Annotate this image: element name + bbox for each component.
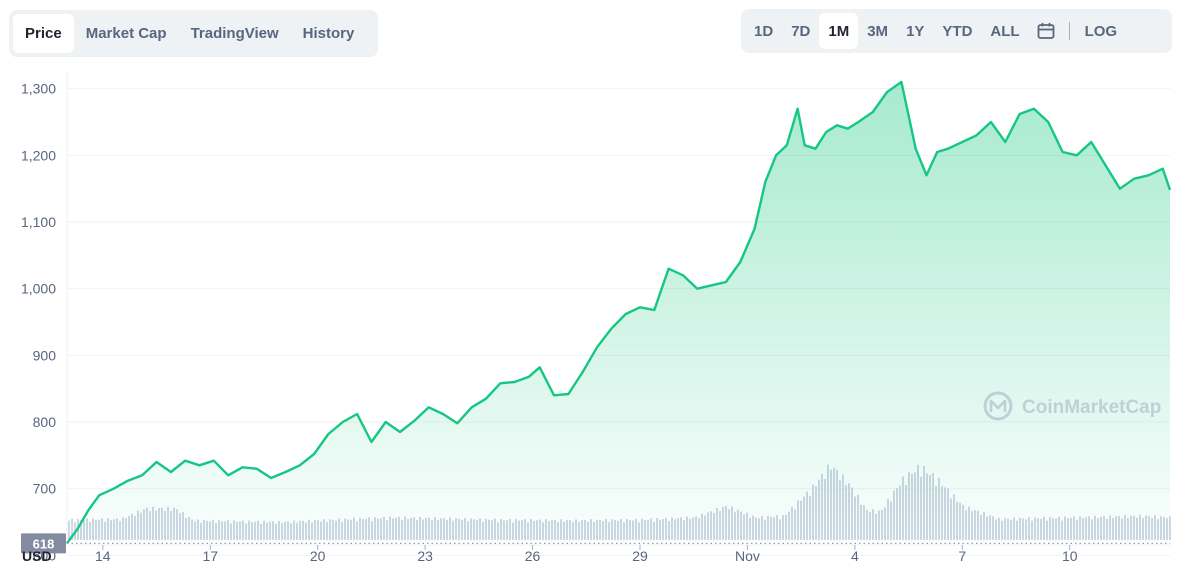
x-tick-label: 14 [95,548,111,564]
x-tick-label: 10 [1062,548,1078,564]
range-selector: 1D 7D 1M 3M 1Y YTD ALL LOG [741,9,1172,53]
range-ytd[interactable]: YTD [942,22,973,40]
log-toggle[interactable]: LOG [1084,22,1118,40]
x-tick-label: 20 [310,548,326,564]
x-tick-label: 26 [525,548,541,564]
range-divider [1068,22,1070,40]
volume-bar [68,520,70,540]
range-3m[interactable]: 3M [867,22,889,40]
open-price-tag: 618 [21,533,66,554]
y-tick-label: 800 [33,414,57,430]
tab-price[interactable]: Price [13,14,74,53]
x-tick-label: 4 [851,548,859,564]
y-tick-label: 900 [33,347,57,363]
x-axis: 14 17 20 23 26 29 Nov 4 7 10 [95,545,1078,564]
coinmarketcap-logo-icon [983,391,1013,421]
x-tick-label: 7 [958,548,966,564]
currency-label: USD [22,548,52,564]
y-tick-label: 1,200 [21,147,56,163]
range-1m[interactable]: 1M [819,13,859,49]
volume-bar [71,518,73,540]
y-tick-label: 1,100 [21,214,56,230]
x-tick-label: Nov [735,548,760,564]
watermark-text: CoinMarketCap [1022,397,1161,418]
chart-tabs: Price Market Cap TradingView History [9,10,378,57]
y-tick-label: 1,000 [21,281,56,297]
range-7d[interactable]: 7D [791,22,811,40]
range-1d[interactable]: 1D [754,22,774,40]
price-line [66,80,1172,545]
watermark: CoinMarketCap [983,391,1161,421]
y-tick-label: 700 [33,481,57,497]
open-price-tag-bg [21,533,66,554]
y-tick-label: 1,300 [21,81,56,97]
x-tick-label: 17 [202,548,218,564]
x-tick-label: 29 [632,548,648,564]
x-tick-label: 23 [417,548,433,564]
range-all[interactable]: ALL [990,22,1020,40]
open-price-tag-label: 618 [33,536,55,551]
price-area [67,82,1170,544]
tab-tradingview[interactable]: TradingView [190,25,279,42]
calendar-icon[interactable] [1029,13,1063,49]
tab-history[interactable]: History [302,25,355,42]
range-1y[interactable]: 1Y [906,22,925,40]
tab-market-cap[interactable]: Market Cap [85,25,167,42]
